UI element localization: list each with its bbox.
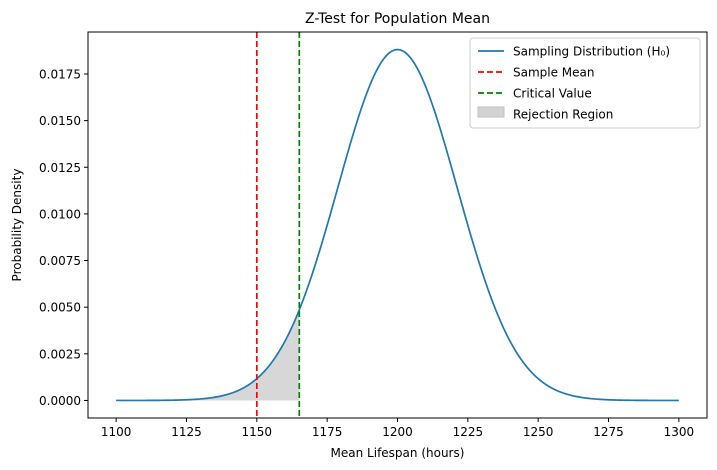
x-axis-label: Mean Lifespan (hours) [331, 446, 465, 460]
x-tick-label: 1225 [453, 425, 484, 439]
x-tick-label: 1175 [312, 425, 343, 439]
x-tick-label: 1200 [382, 425, 413, 439]
y-axis: 0.0000 0.0025 0.0050 0.0075 0.0100 0.0125 0.01… [39, 67, 88, 408]
x-tick-label: 1100 [101, 425, 132, 439]
y-tick-label: 0.0025 [39, 347, 81, 361]
legend: Sampling Distribution (H₀) Sample Mean C… [469, 37, 701, 129]
legend-swatch-rejection-region [477, 106, 505, 118]
y-tick-label: 0.0050 [39, 301, 81, 315]
legend-label-sample-mean: Sample Mean [513, 66, 595, 80]
x-tick-label: 1300 [664, 425, 695, 439]
legend-label-sampling-distribution: Sampling Distribution (H₀) [513, 45, 670, 59]
y-tick-label: 0.0175 [39, 67, 81, 81]
x-tick-label: 1125 [171, 425, 202, 439]
plot-area [116, 32, 679, 418]
y-tick-label: 0.0125 [39, 161, 81, 175]
x-axis: 1100 1125 1150 1175 1200 1225 1250 1275 1300 [101, 418, 694, 439]
y-tick-label: 0.0075 [39, 254, 81, 268]
rejection-region [116, 309, 300, 401]
sampling-distribution-line [116, 48, 679, 402]
y-axis-label: Probability Density [10, 169, 24, 282]
y-tick-label: 0.0150 [39, 114, 81, 128]
x-tick-label: 1150 [242, 425, 273, 439]
legend-box [469, 37, 701, 129]
chart-title: Z-Test for Population Mean [305, 11, 490, 27]
x-tick-label: 1275 [593, 425, 624, 439]
y-tick-label: 0.0000 [39, 394, 81, 408]
legend-label-critical-value: Critical Value [513, 87, 592, 101]
legend-label-rejection-region: Rejection Region [513, 108, 613, 122]
y-tick-label: 0.0100 [39, 207, 81, 221]
x-tick-label: 1250 [523, 425, 554, 439]
